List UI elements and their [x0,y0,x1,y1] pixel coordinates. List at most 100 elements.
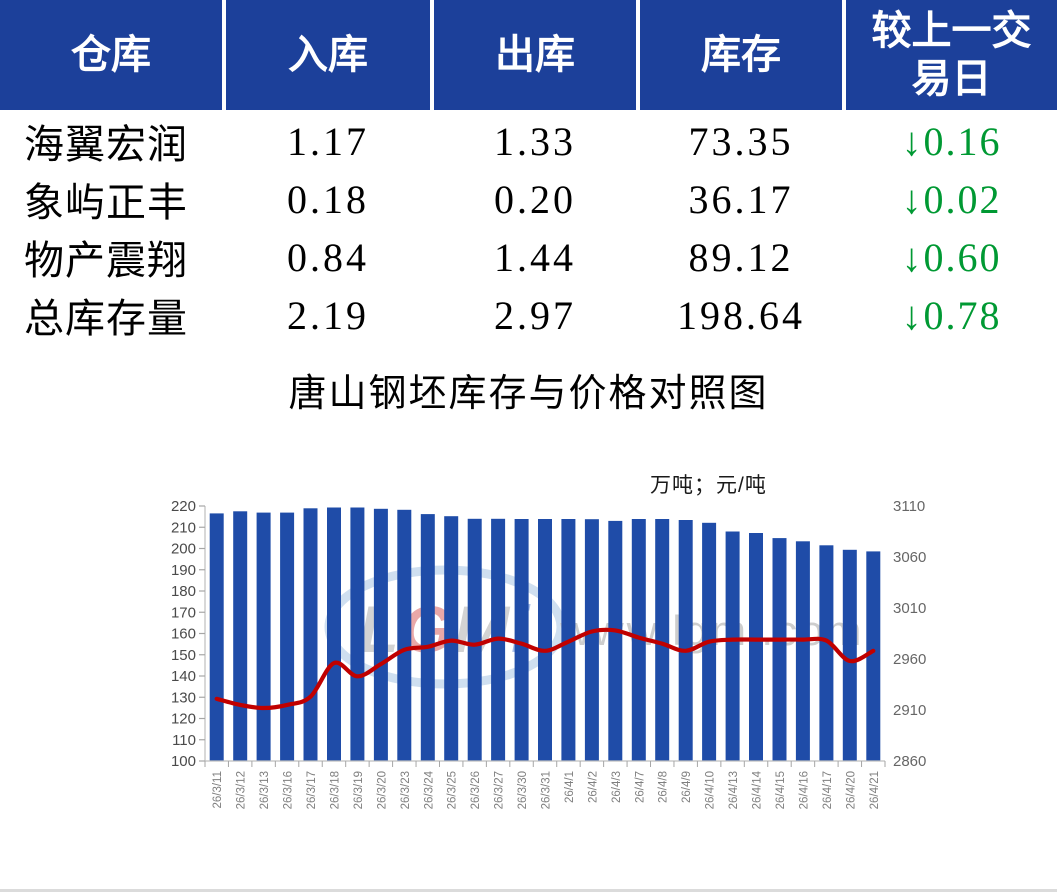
x-axis-label: 26/4/21 [869,771,881,809]
left-axis-tick-label: 210 [171,519,196,536]
inbound-cell: 0.18 [287,176,369,222]
x-axis-label: 26/3/20 [376,771,388,809]
inventory-price-chart: LGMiwww.lgmi.com100110120130140150160170… [171,474,926,809]
inbound-cell: 0.84 [287,234,369,280]
left-axis-tick-label: 130 [171,689,196,706]
table-header-cell: 入库 [226,0,430,110]
change-cell: ↓ 0.02 [846,176,1057,223]
stock-cell: 73.35 [688,118,794,164]
x-axis-label: 26/3/13 [259,771,271,809]
change-cell: ↓ 0.78 [846,292,1057,339]
table-header-cell: 出库 [434,0,636,110]
x-axis-label: 26/4/3 [611,771,623,803]
x-axis-label: 26/3/19 [353,771,365,809]
table-header-cell: 仓库 [0,0,222,110]
change-value: 0.78 [923,292,1002,338]
inventory-bar [678,520,693,761]
x-axis-label: 26/4/14 [752,770,764,809]
x-axis-label: 26/4/20 [845,771,857,809]
stock-cell: 89.12 [688,234,794,280]
x-axis-label: 26/3/18 [330,771,342,809]
table-header-row: 仓库 入库 出库 库存 较上一交易日 [0,0,1057,110]
outbound-cell: 1.33 [494,118,576,164]
x-axis-label: 26/4/7 [634,771,646,803]
x-axis-label: 26/3/24 [423,770,435,809]
change-value: 0.60 [923,234,1002,280]
x-axis-label: 26/3/30 [517,771,529,809]
inventory-bar [655,519,670,761]
x-axis-label: 26/3/26 [470,771,482,809]
left-axis-tick-label: 160 [171,626,196,643]
inventory-bar [303,508,318,761]
table-row: 象屿正丰 0.18 0.20 36.17 ↓ 0.02 [0,170,1057,228]
down-arrow-icon: ↓ [901,118,922,164]
left-axis-tick-label: 220 [171,498,196,515]
x-axis-label: 26/3/23 [400,771,412,809]
inventory-bar [420,514,435,761]
table-row: 海翼宏润 1.17 1.33 73.35 ↓ 0.16 [0,112,1057,170]
right-axis-tick-label: 2860 [893,753,926,770]
change-cell: ↓ 0.60 [846,234,1057,281]
inbound-cell: 2.19 [287,292,369,338]
inventory-bar [256,512,271,761]
left-axis-tick-label: 200 [171,541,196,558]
inventory-bar [514,519,529,761]
change-value: 0.02 [923,176,1002,222]
axis-unit-label: 万吨；元/吨 [650,474,767,497]
table-row: 总库存量 2.19 2.97 198.64 ↓ 0.78 [0,286,1057,344]
inventory-bar [233,511,248,761]
right-axis-tick-label: 3110 [893,498,925,515]
left-axis-tick-label: 190 [171,562,196,579]
left-axis-tick-label: 120 [171,711,196,728]
bottom-divider [0,889,1057,892]
table-row: 物产震翔 0.84 1.44 89.12 ↓ 0.60 [0,228,1057,286]
outbound-cell: 2.97 [494,292,576,338]
inventory-bar [280,512,295,761]
inventory-bar [584,519,599,761]
left-axis-tick-label: 110 [172,732,196,749]
x-axis-label: 26/4/8 [658,771,670,803]
stock-cell: 198.64 [677,292,805,338]
warehouse-name-cell: 物产震翔 [24,238,188,283]
left-axis-tick-label: 100 [171,753,196,770]
right-axis-tick-label: 2910 [893,702,926,719]
x-axis-label: 26/4/2 [587,771,599,803]
x-axis-label: 26/3/25 [447,771,459,809]
outbound-cell: 0.20 [494,176,576,222]
x-axis-label: 26/4/15 [775,771,787,809]
inventory-bar [749,533,763,761]
inventory-bar [467,518,482,762]
inventory-bar [842,549,857,761]
warehouse-name-cell: 海翼宏润 [24,122,188,167]
down-arrow-icon: ↓ [901,292,922,338]
inventory-bar [209,513,224,761]
table-header-cell: 较上一交易日 [846,0,1057,110]
x-axis-label: 26/3/27 [494,771,506,809]
inventory-bar [608,520,623,761]
x-axis-label: 26/4/10 [705,771,717,809]
price-line [214,627,876,711]
x-axis-label: 26/3/31 [541,771,553,809]
inbound-cell: 1.17 [287,118,369,164]
table-body: 海翼宏润 1.17 1.33 73.35 ↓ 0.16 象屿正丰 0.18 0.20 36.17 ↓… [0,112,1057,344]
x-axis-label: 26/3/12 [236,771,248,809]
stock-cell: 36.17 [688,176,794,222]
left-axis-tick-label: 140 [171,668,196,685]
change-cell: ↓ 0.16 [846,118,1057,165]
inventory-bar [725,531,740,761]
outbound-cell: 1.44 [494,234,576,280]
change-value: 0.16 [923,118,1002,164]
inventory-bar [866,551,881,761]
warehouse-name-cell: 总库存量 [24,296,188,341]
x-axis-label: 26/3/16 [283,771,295,809]
inventory-bar [538,519,552,761]
x-axis-label: 26/4/16 [798,771,810,809]
inventory-bar [631,519,646,761]
x-axis-label: 26/4/13 [728,771,740,809]
inventory-bar [373,508,388,761]
inventory-bar [327,507,341,761]
down-arrow-icon: ↓ [901,176,922,222]
left-axis-tick-label: 150 [171,647,196,664]
inventory-bar [350,507,365,761]
